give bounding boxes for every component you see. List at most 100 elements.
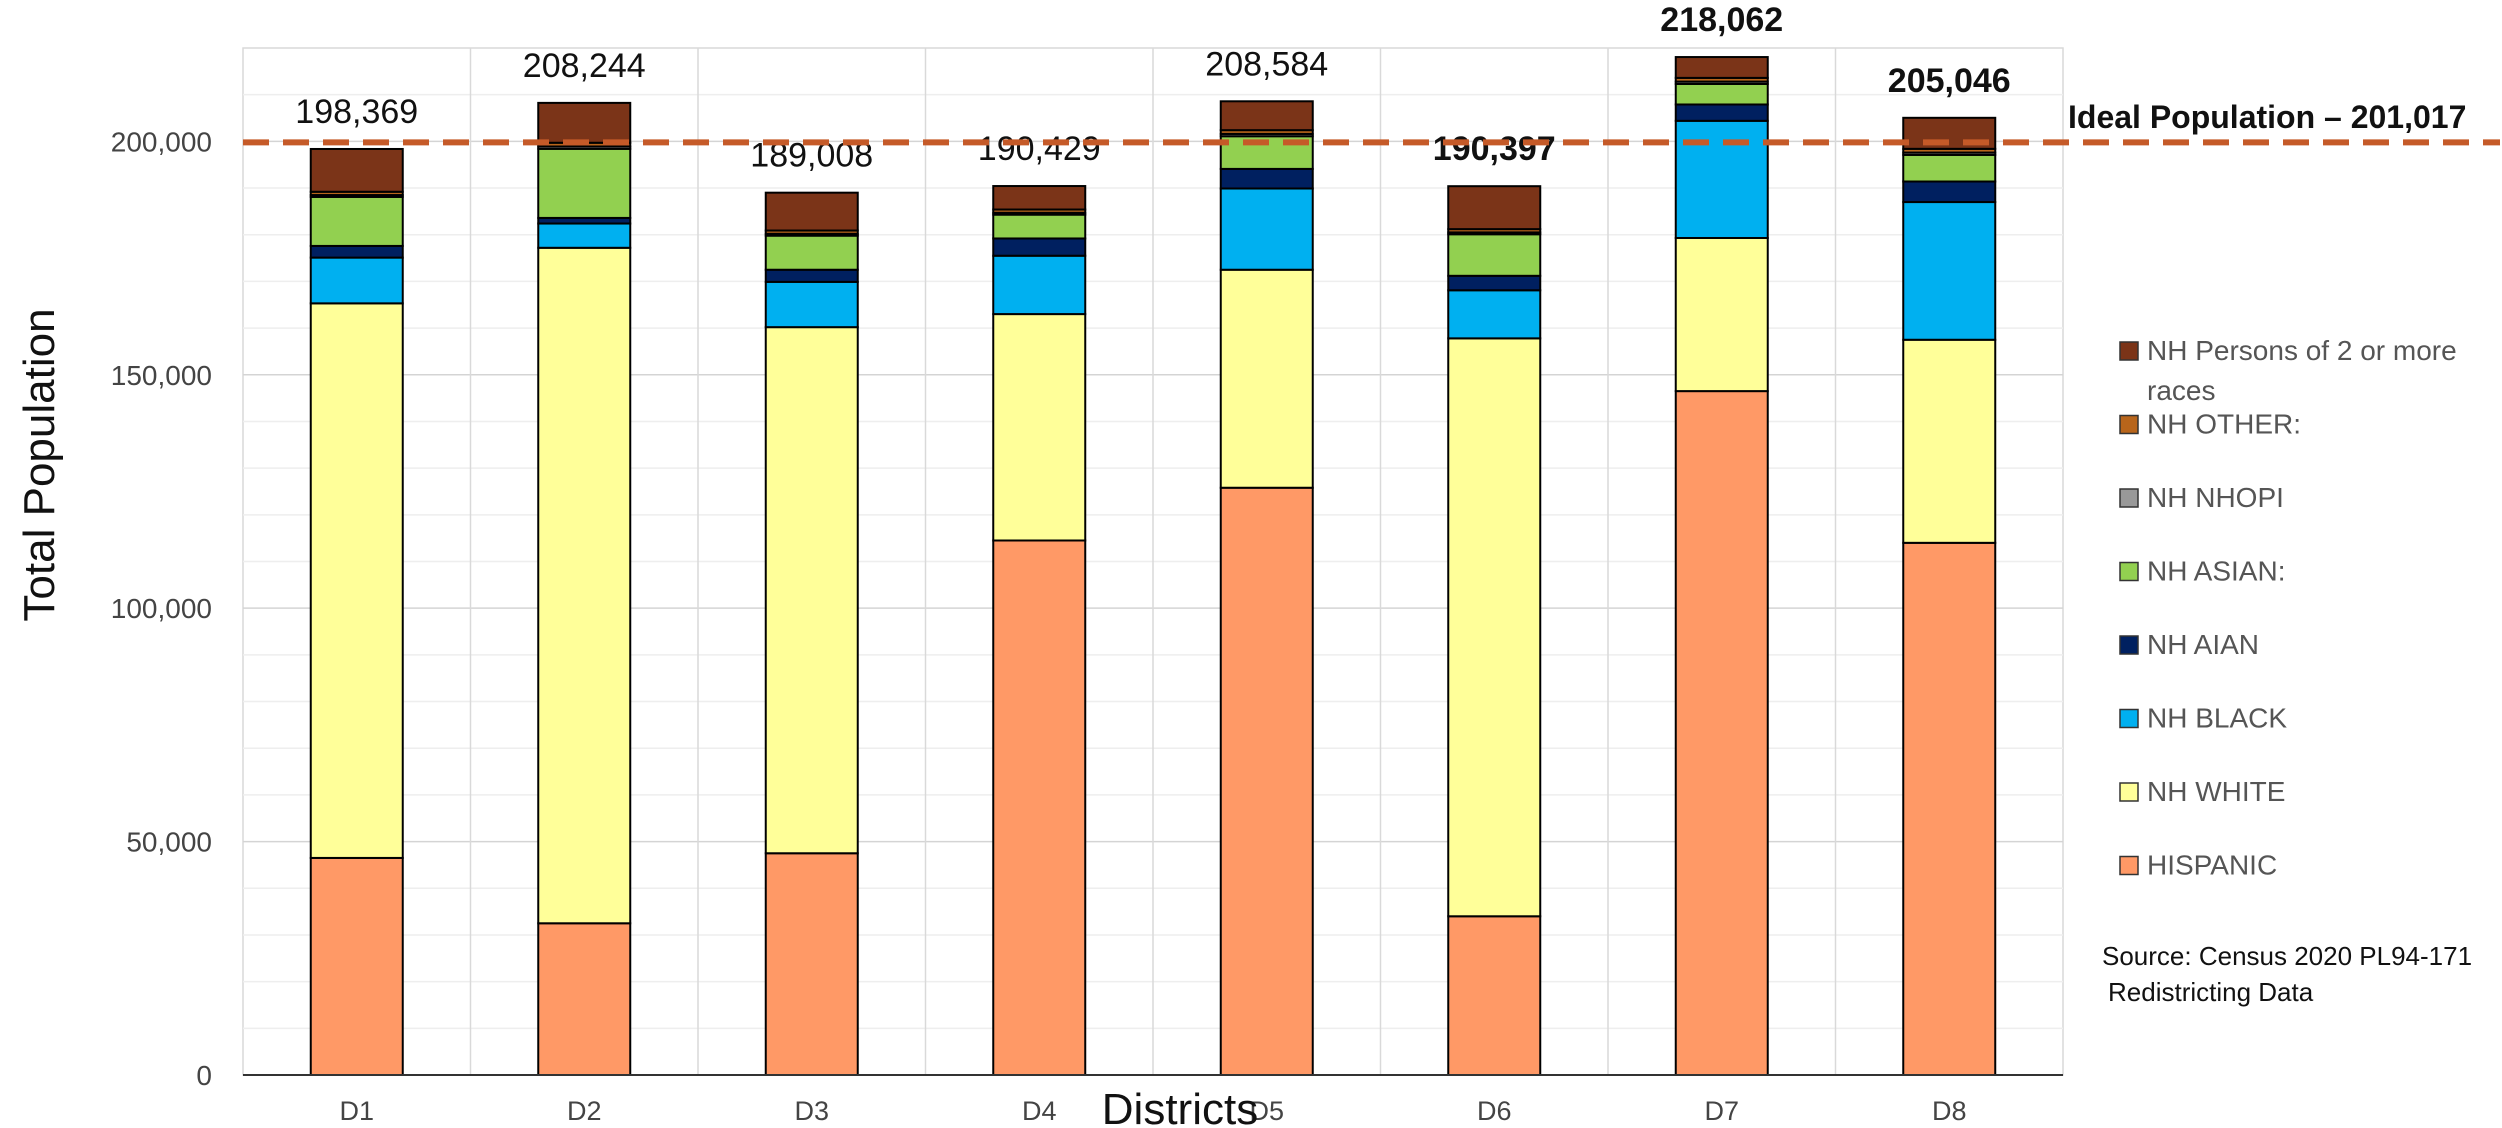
bar-segment-nh-persons-of-2-or-more-races-d3 bbox=[764, 191, 859, 232]
legend-swatch bbox=[2119, 561, 2139, 582]
y-tick-label: 150,000 bbox=[111, 360, 212, 391]
y-axis-title: Total Population bbox=[15, 308, 64, 621]
bar-segment-nh-white-d7 bbox=[1674, 236, 1769, 393]
legend-swatch bbox=[2119, 488, 2139, 508]
bar-segment-hispanic-d1 bbox=[309, 856, 404, 1077]
bar-stack-d3: 189,008 bbox=[750, 137, 873, 1076]
legend-item: NH OTHER: bbox=[2119, 409, 2301, 440]
legend-label: HISPANIC bbox=[2147, 850, 2277, 881]
legend-item: NH WHITE bbox=[2119, 776, 2285, 807]
legend-item: NH NHOPI bbox=[2119, 482, 2284, 513]
legend-swatch bbox=[2119, 341, 2139, 361]
bar-segment-nh-asian-d7 bbox=[1674, 82, 1769, 106]
bar-segment-nh-black-d4 bbox=[992, 254, 1087, 316]
legend-item: NH BLACK bbox=[2119, 703, 2287, 734]
legend-label: NH Persons of 2 or more bbox=[2147, 335, 2457, 366]
source-line: Source: Census 2020 PL94-171 bbox=[2102, 941, 2472, 971]
bar-segment-nh-aian-d5 bbox=[1219, 167, 1314, 190]
bar-segment-nh-black-d5 bbox=[1219, 187, 1314, 271]
bar-segment-nh-asian-d4 bbox=[992, 213, 1087, 240]
bar-segment-nh-aian-d8 bbox=[1902, 180, 1997, 204]
y-tick-labels: 0 50,000 100,000 150,000 200,000 bbox=[111, 126, 212, 1091]
ideal-population-label: Ideal Population – 201,017 bbox=[2068, 99, 2466, 135]
bar-segment-hispanic-d5 bbox=[1219, 486, 1314, 1076]
total-label: 198,369 bbox=[295, 93, 418, 131]
vertical-gridlines bbox=[469, 48, 1837, 1075]
bar-segment-nh-asian-d3 bbox=[764, 234, 859, 271]
x-tick-label: D8 bbox=[1932, 1096, 1967, 1126]
legend-item: NH AIAN bbox=[2119, 629, 2259, 660]
bar-segment-nh-asian-d8 bbox=[1902, 153, 1997, 183]
legend-swatch bbox=[2119, 782, 2139, 802]
bar-segment-nh-black-d7 bbox=[1674, 119, 1769, 239]
bar-segment-nh-aian-d4 bbox=[992, 237, 1087, 257]
legend-item: HISPANIC bbox=[2119, 850, 2277, 881]
bar-segment-nh-persons-of-2-or-more-races-d4 bbox=[992, 185, 1087, 211]
legend-swatch bbox=[2119, 855, 2139, 876]
y-tick-label: 100,000 bbox=[111, 593, 212, 624]
total-label: 208,584 bbox=[1205, 45, 1328, 83]
x-axis-title: Districts bbox=[1102, 1085, 1258, 1128]
bar-stack-d5: 208,584 bbox=[1205, 45, 1328, 1076]
bar-segment-hispanic-d3 bbox=[764, 852, 859, 1076]
bar-segment-nh-aian-d1 bbox=[309, 244, 404, 259]
bar-segment-nh-white-d5 bbox=[1219, 268, 1314, 489]
bar-segment-hispanic-d4 bbox=[992, 539, 1087, 1076]
bar-segment-nh-white-d1 bbox=[309, 302, 404, 859]
bar-segment-hispanic-d7 bbox=[1674, 390, 1769, 1076]
legend-label: races bbox=[2147, 375, 2215, 406]
x-tick-labels: D1 D2 D3 D4 D5 D6 D7 D8 bbox=[339, 1096, 1966, 1126]
x-tick-label: D4 bbox=[1022, 1096, 1057, 1126]
legend-label: NH NHOPI bbox=[2147, 482, 2284, 513]
legend-item: NH Persons of 2 or more races bbox=[2119, 335, 2457, 406]
x-tick-label: D3 bbox=[794, 1096, 829, 1126]
total-label: 218,062 bbox=[1660, 1, 1783, 39]
bar-segment-nh-white-d4 bbox=[992, 313, 1087, 542]
legend-label: NH WHITE bbox=[2147, 776, 2285, 807]
legend-label: NH AIAN bbox=[2147, 629, 2259, 660]
y-tick-label: 200,000 bbox=[111, 126, 212, 157]
bar-segment-nh-black-d6 bbox=[1447, 289, 1542, 340]
total-label: 208,244 bbox=[523, 47, 646, 85]
x-tick-label: D7 bbox=[1704, 1096, 1739, 1126]
bar-segment-nh-black-d1 bbox=[309, 256, 404, 305]
bar-segment-nh-aian-d6 bbox=[1447, 274, 1542, 292]
bar-segment-nh-white-d2 bbox=[537, 246, 632, 925]
bar-stack-d6: 190,397 bbox=[1433, 130, 1556, 1076]
bar-segment-nh-asian-d6 bbox=[1447, 233, 1542, 277]
y-tick-label: 50,000 bbox=[126, 827, 212, 858]
legend-swatch bbox=[2119, 635, 2139, 655]
bar-segment-hispanic-d2 bbox=[537, 922, 632, 1077]
x-tick-label: D6 bbox=[1477, 1096, 1512, 1126]
bar-segment-nh-white-d3 bbox=[764, 326, 859, 855]
bar-segment-nh-persons-of-2-or-more-races-d7 bbox=[1674, 56, 1769, 79]
x-tick-label: D1 bbox=[339, 1096, 374, 1126]
bar-segment-nh-white-d6 bbox=[1447, 337, 1542, 918]
bar-segment-nh-asian-d2 bbox=[537, 147, 632, 219]
total-label: 205,046 bbox=[1888, 62, 2011, 100]
source-line: Redistricting Data bbox=[2108, 977, 2314, 1007]
y-tick-label: 0 bbox=[196, 1060, 212, 1091]
total-label: 190,429 bbox=[978, 130, 1101, 168]
legend-swatch bbox=[2119, 414, 2139, 435]
bars: 198,369 208,244 189,008 190,429 208,584 190,3… bbox=[295, 1, 2011, 1077]
bar-segment-nh-persons-of-2-or-more-races-d1 bbox=[309, 147, 404, 193]
bar-segment-nh-persons-of-2-or-more-races-d6 bbox=[1447, 185, 1542, 231]
bar-stack-d2: 208,244 bbox=[523, 47, 646, 1077]
bar-segment-nh-black-d2 bbox=[537, 222, 632, 249]
legend-item: NH ASIAN: bbox=[2119, 556, 2285, 587]
bar-stack-d4: 190,429 bbox=[978, 130, 1101, 1076]
x-tick-label: D2 bbox=[567, 1096, 602, 1126]
bar-segment-nh-persons-of-2-or-more-races-d2 bbox=[537, 101, 632, 144]
bar-segment-nh-black-d8 bbox=[1902, 201, 1997, 341]
bar-stack-d7: 218,062 bbox=[1660, 1, 1783, 1076]
bar-segment-hispanic-d8 bbox=[1902, 541, 1997, 1076]
legend-label: NH ASIAN: bbox=[2147, 556, 2285, 587]
bar-segment-nh-aian-d7 bbox=[1674, 103, 1769, 122]
bar-segment-nh-white-d8 bbox=[1902, 338, 1997, 544]
total-label: 190,397 bbox=[1433, 130, 1556, 168]
legend-swatch bbox=[2119, 708, 2139, 729]
